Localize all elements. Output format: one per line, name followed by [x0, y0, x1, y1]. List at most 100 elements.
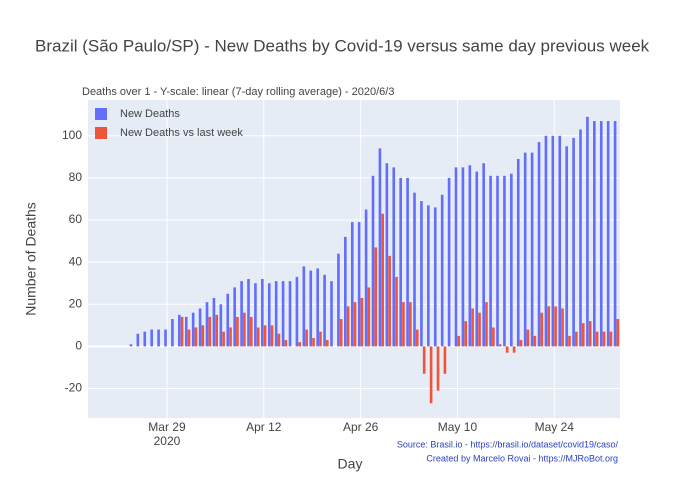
bar [364, 209, 368, 347]
bar [586, 116, 589, 347]
bar [616, 319, 620, 347]
bar [568, 335, 571, 347]
chart-title: Brazil (São Paulo/SP) - New Deaths by Co… [35, 36, 650, 55]
bar [415, 329, 419, 347]
bar [595, 331, 599, 347]
x-tick-label: Mar 29 [148, 420, 186, 434]
bar [267, 283, 271, 347]
legend-label: New Deaths [120, 108, 180, 120]
bar [478, 312, 481, 347]
bar [485, 302, 488, 347]
bar [219, 304, 223, 347]
bar [609, 331, 613, 347]
bar [516, 158, 520, 347]
bar [350, 222, 354, 347]
bar [215, 314, 219, 347]
bar [468, 165, 472, 347]
y-axis-title: Number of Deaths [23, 202, 39, 316]
bar [178, 314, 181, 347]
bar [150, 329, 153, 347]
bar [388, 255, 391, 347]
bar [360, 297, 364, 347]
bar [201, 325, 205, 347]
bar [505, 346, 509, 353]
x-tick-label: Apr 12 [246, 420, 282, 434]
bar [277, 333, 281, 347]
bar [281, 281, 285, 347]
bar [284, 340, 288, 347]
bar [510, 173, 513, 347]
bar [247, 279, 250, 347]
subtitle: Deaths over 1 - Y-scale: linear (7-day r… [82, 86, 394, 98]
y-tick-label: 100 [62, 128, 82, 142]
bar [256, 327, 260, 347]
bar [519, 340, 523, 347]
bar [475, 171, 479, 347]
bar [579, 129, 582, 347]
bar [461, 167, 465, 347]
x-tick-label: May 24 [535, 420, 575, 434]
bar [136, 333, 140, 347]
bar [496, 175, 499, 347]
y-tick-label: 60 [69, 212, 83, 226]
bar [309, 270, 313, 347]
bar [323, 274, 326, 347]
bar [530, 152, 534, 347]
bar [326, 340, 329, 347]
bar [346, 306, 350, 347]
bar [263, 325, 267, 347]
bar [226, 293, 230, 347]
bar [599, 121, 603, 347]
bar [547, 306, 551, 347]
bar [249, 316, 253, 347]
bar [274, 281, 278, 347]
annotation: Created by Marcelo Rovai - https://MJRoB… [426, 453, 618, 463]
bar [184, 316, 188, 347]
bar [613, 121, 617, 347]
bar [492, 327, 495, 347]
bar [498, 344, 502, 347]
bar [378, 148, 382, 347]
bar [554, 306, 557, 347]
y-tick-label: 20 [69, 296, 83, 310]
bar [187, 329, 191, 347]
bar [606, 121, 610, 347]
bar [205, 302, 209, 347]
bar [457, 335, 461, 347]
bar [429, 346, 433, 404]
bar [385, 163, 389, 347]
bar [482, 163, 485, 347]
bar [422, 346, 426, 374]
bar [254, 283, 257, 347]
bar [157, 329, 160, 347]
bar [420, 201, 423, 347]
bar [316, 268, 319, 347]
bar [367, 287, 371, 347]
bar [558, 135, 562, 347]
bar [593, 121, 596, 347]
bar [443, 346, 447, 374]
bar [319, 331, 322, 347]
bar [533, 335, 537, 347]
bar [194, 327, 198, 347]
bar [551, 135, 555, 347]
bar [433, 207, 437, 347]
bar [353, 302, 357, 347]
legend-swatch [95, 108, 107, 120]
bar [436, 346, 440, 391]
bar [330, 281, 333, 347]
bar [565, 146, 568, 347]
bar [402, 302, 405, 347]
x-tick-label: Apr 26 [343, 420, 379, 434]
annotation: Source: Brasil.io - https://brasil.io/da… [397, 439, 619, 449]
bar [575, 331, 578, 347]
bar [464, 321, 468, 347]
bar [395, 276, 398, 347]
bar [143, 331, 147, 347]
bar [129, 344, 133, 347]
bar [572, 137, 575, 347]
bar [381, 213, 385, 347]
bar [427, 205, 430, 347]
y-tick-label: 40 [69, 254, 83, 268]
